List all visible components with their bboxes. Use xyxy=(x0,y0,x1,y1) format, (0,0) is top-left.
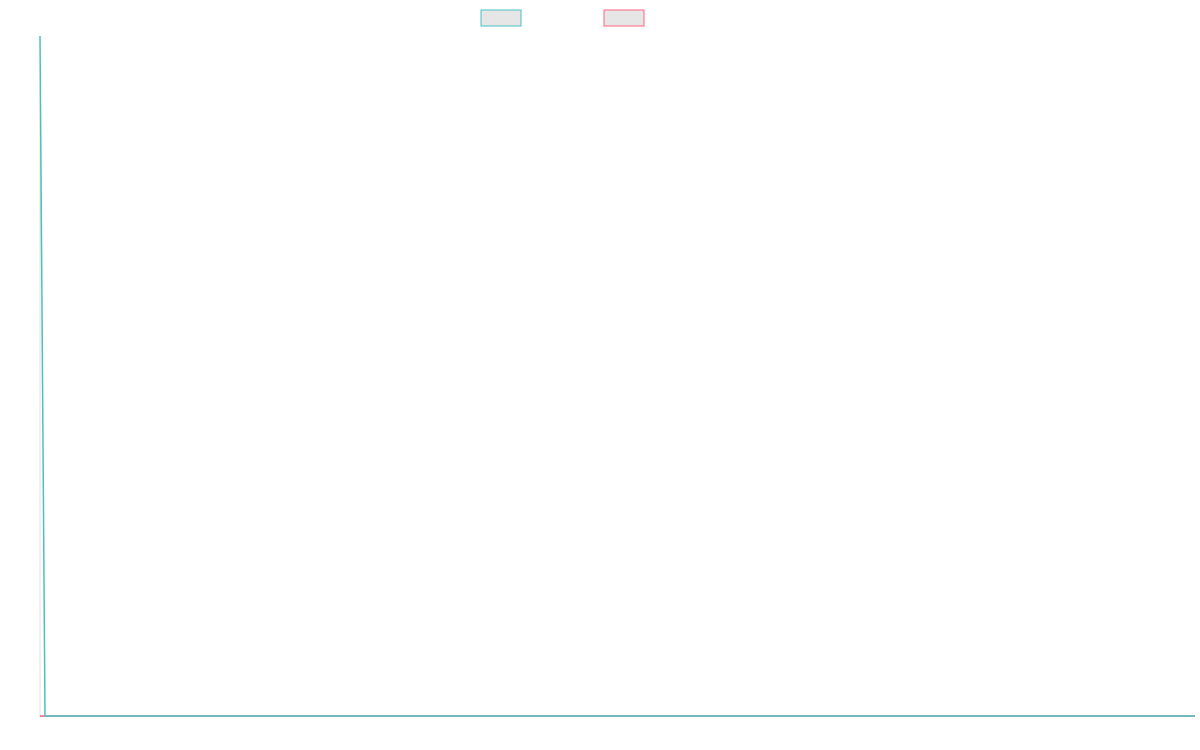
legend-swatch[interactable] xyxy=(603,9,645,27)
legend-swatch[interactable] xyxy=(480,9,522,27)
series-line xyxy=(39,35,1195,717)
